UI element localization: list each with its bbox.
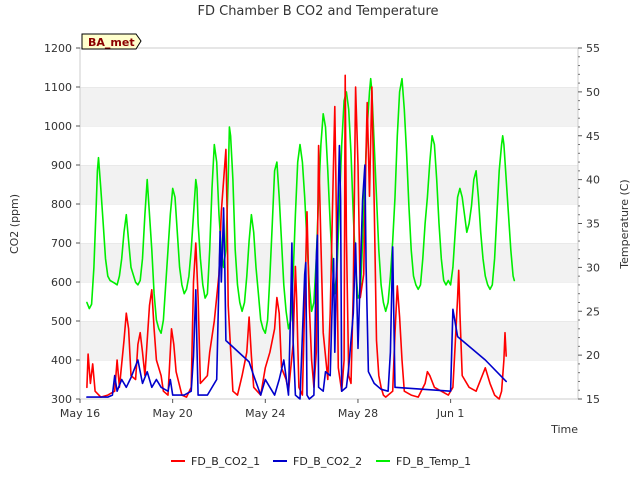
x-axis-title: Time: [550, 423, 578, 436]
grid-band: [80, 243, 578, 282]
series-line-fd-b-temp-1: [86, 77, 516, 335]
y2-tick-label: 45: [586, 130, 600, 143]
grid-band: [80, 126, 578, 165]
y2-tick-label: 30: [586, 261, 600, 274]
x-tick-label: Jun 1: [436, 407, 465, 420]
y2-tick-label: 35: [586, 218, 600, 231]
y2-tick-label: 50: [586, 86, 600, 99]
grid-band: [80, 48, 578, 87]
y2-tick-label: 15: [586, 393, 600, 406]
y-axis-title: CO2 (ppm): [8, 194, 21, 254]
y-tick-label: 800: [51, 198, 72, 211]
legend-item-temp-1: FD_B_Temp_1: [376, 455, 471, 468]
y-tick-label: 1100: [44, 81, 72, 94]
y-tick-label: 1000: [44, 120, 72, 133]
axis-ticks: 300 400 500 600 700 800 900 1000 1100 1200 15 20 25 3…: [44, 42, 600, 420]
y2-tick-label: 20: [586, 349, 600, 362]
y2-tick-label: 55: [586, 42, 600, 55]
y-tick-label: 400: [51, 354, 72, 367]
x-tick-label: May 24: [245, 407, 285, 420]
legend-item-co2-2: FD_B_CO2_2: [273, 455, 362, 468]
y-tick-label: 1200: [44, 42, 72, 55]
y2-axis-title: Temperature (C): [618, 179, 631, 269]
y2-tick-label: 25: [586, 305, 600, 318]
y-tick-label: 300: [51, 393, 72, 406]
y-tick-label: 500: [51, 315, 72, 328]
legend: FD_B_CO2_1 FD_B_CO2_2 FD_B_Temp_1: [171, 455, 471, 468]
station-badge: BA_met: [81, 33, 142, 50]
y-tick-label: 600: [51, 276, 72, 289]
y-tick-label: 700: [51, 237, 72, 250]
chart-title: FD Chamber B CO2 and Temperature: [198, 4, 439, 19]
station-badge-label: BA_met: [88, 36, 135, 49]
legend-label-co2-2: FD_B_CO2_2: [293, 455, 362, 468]
series-layer: [86, 74, 516, 400]
grid-band: [80, 87, 578, 126]
series-line-fd-b-co2-2: [86, 144, 508, 400]
legend-item-co2-1: FD_B_CO2_1: [171, 455, 260, 468]
series-line-fd-b-co2-1: [86, 74, 508, 400]
x-tick-label: May 28: [338, 407, 378, 420]
x-tick-label: May 20: [153, 407, 193, 420]
y-tick-label: 900: [51, 159, 72, 172]
legend-label-temp-1: FD_B_Temp_1: [396, 455, 471, 468]
legend-label-co2-1: FD_B_CO2_1: [191, 455, 260, 468]
y2-tick-label: 40: [586, 174, 600, 187]
x-tick-label: May 16: [60, 407, 100, 420]
